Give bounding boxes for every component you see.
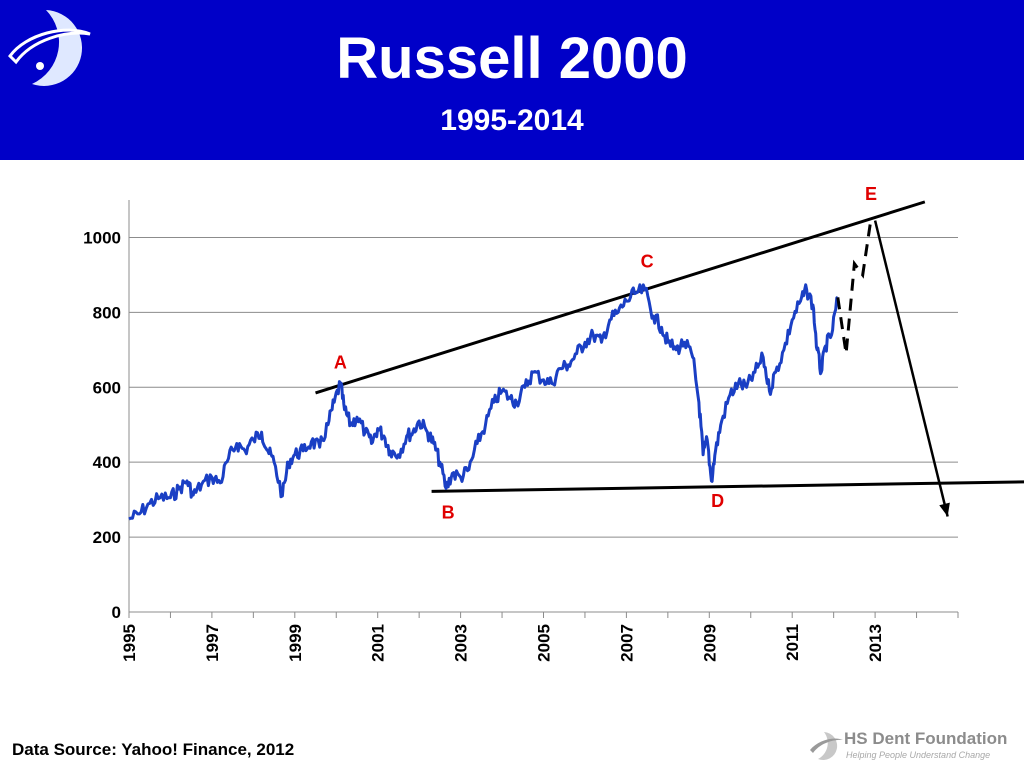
annotation-label-c: C xyxy=(641,251,654,271)
x-tick-label: 2005 xyxy=(535,624,554,662)
x-tick-label: 2007 xyxy=(617,624,636,662)
data-source-note: Data Source: Yahoo! Finance, 2012 xyxy=(12,740,295,759)
forecast-arrow-line xyxy=(873,220,949,517)
page-subtitle: 1995-2014 xyxy=(440,104,584,137)
brand-name: HS Dent Foundation xyxy=(844,729,1008,748)
annotation-label-a: A xyxy=(334,353,347,373)
projection-dashed-line xyxy=(836,218,873,354)
forecast-arrow-head xyxy=(939,502,950,517)
y-tick-label: 200 xyxy=(93,528,121,547)
y-tick-label: 800 xyxy=(93,303,121,322)
trend-line xyxy=(315,200,926,395)
annotation-label-d: D xyxy=(711,491,724,511)
x-tick-label: 2001 xyxy=(369,624,388,662)
x-tick-label: 1999 xyxy=(286,624,305,662)
x-tick-label: 2003 xyxy=(452,624,471,662)
y-tick-label: 1000 xyxy=(83,228,121,247)
x-tick-label: 2013 xyxy=(866,624,885,662)
globe-swoosh-logo xyxy=(8,10,91,86)
x-tick-label: 1995 xyxy=(120,624,139,662)
hs-dent-swoosh-logo xyxy=(810,732,843,760)
series-line xyxy=(128,283,839,521)
russell-2000-chart: 0 200 400 600 800 1000 1995 1997 1999 2001 2003 200… xyxy=(83,184,1024,662)
y-tick-label: 600 xyxy=(93,378,121,397)
header-banner xyxy=(0,0,1024,160)
brand-tagline: Helping People Understand Change xyxy=(846,750,991,760)
y-tick-label: 400 xyxy=(93,453,121,472)
annotation-label-e: E xyxy=(865,184,877,204)
annotation-label-b: B xyxy=(442,502,455,522)
brand-logo-block: HS Dent Foundation Helping People Unders… xyxy=(808,728,1012,764)
trend-line xyxy=(431,480,1024,493)
x-tick-label: 2011 xyxy=(783,624,802,661)
x-tick-label: 2009 xyxy=(700,624,719,662)
x-tick-label: 1997 xyxy=(203,624,222,662)
page-title: Russell 2000 xyxy=(336,26,688,91)
y-tick-label: 0 xyxy=(112,603,121,622)
